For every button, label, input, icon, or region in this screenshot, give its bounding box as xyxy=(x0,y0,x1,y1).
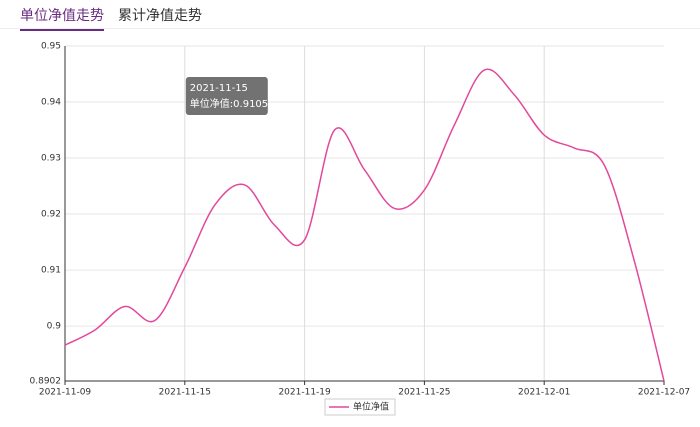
x-tick-label: 2021-12-07 xyxy=(638,388,690,398)
y-tick-label: 0.93 xyxy=(41,154,61,164)
legend-box xyxy=(324,398,396,416)
chart: 0.8902 0.9 0.91 0.92 0.93 0.94 0.95 2021-11-09 2… xyxy=(30,42,690,416)
x-tick-label: 2021-11-15 xyxy=(159,388,211,398)
y-tick-label: 0.8902 xyxy=(30,377,62,387)
line xyxy=(64,68,665,382)
x-tick-label: 2021-11-25 xyxy=(398,388,450,398)
y-tick-label: 0.92 xyxy=(41,210,61,220)
y-tick-label: 0.91 xyxy=(41,266,61,276)
tab[interactable]: 单位净值走势 xyxy=(20,5,104,31)
x-tick-label: 2021-11-19 xyxy=(278,388,331,398)
tooltip-value: 单位净值:0.9105 xyxy=(190,97,268,110)
x-tick-label: 2021-12-01 xyxy=(518,388,570,398)
y-tick-label: 0.95 xyxy=(41,42,61,52)
y-tick-label: 0.94 xyxy=(41,98,61,108)
tooltip-date: 2021-11-15 xyxy=(190,83,248,94)
y-tick-label: 0.9 xyxy=(47,322,62,332)
tooltip-box xyxy=(185,77,268,115)
tab-bar: 单位净值走势 累计净值走势 xyxy=(0,0,700,31)
tab[interactable]: 累计净值走势 xyxy=(118,8,202,24)
x-tick-label: 2021-11-09 xyxy=(39,388,92,398)
legend-label: 单位净值 xyxy=(353,401,389,413)
